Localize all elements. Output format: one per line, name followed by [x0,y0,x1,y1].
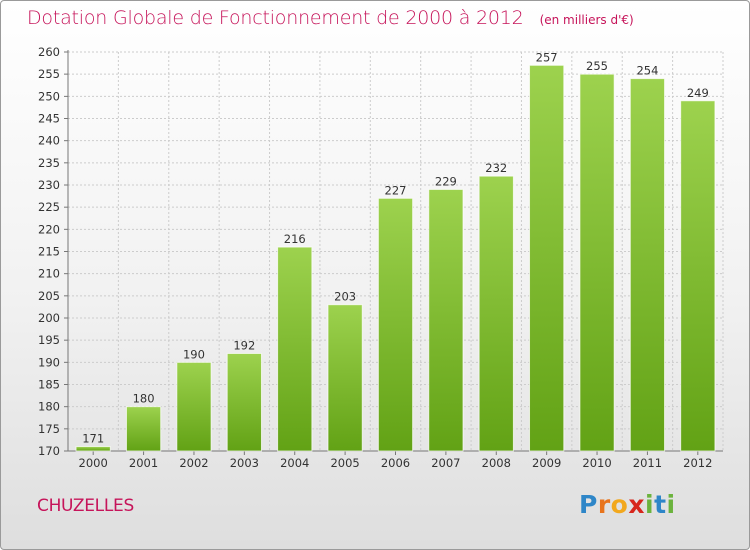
y-tick-label: 255 [38,67,60,81]
x-tick-label-2002: 2002 [179,456,208,470]
logo-letter: P [579,490,598,519]
bar-2002 [176,361,212,452]
bars-layer [75,64,716,452]
y-tick-label: 260 [38,45,60,59]
value-label-2011: 254 [636,64,658,78]
x-tick-label-2011: 2011 [633,456,662,470]
y-tick-label: 225 [38,200,60,214]
logo-letter: x [628,490,645,519]
x-tick-label-2006: 2006 [381,456,410,470]
value-label-2009: 257 [536,50,558,64]
y-tick-label: 215 [38,245,60,259]
bar-2012 [680,100,716,452]
value-label-2002: 190 [183,347,205,361]
y-tick-label: 220 [38,222,60,236]
x-tick-label-2003: 2003 [230,456,259,470]
y-tick-label: 245 [38,112,60,126]
x-tick-label-2004: 2004 [280,456,309,470]
value-label-2008: 232 [485,161,507,175]
x-tick-label-2008: 2008 [482,456,511,470]
y-tick-label: 180 [38,400,60,414]
value-label-2000: 171 [82,432,104,446]
y-tick-label: 250 [38,89,60,103]
title-row: Dotation Globale de Fonctionnement de 20… [27,7,634,29]
y-tick-label: 170 [38,444,60,458]
logo-letter: o [610,490,629,519]
logo-letter: i [645,490,655,519]
bar-2010 [579,73,615,452]
logo-letter: i [666,490,676,519]
y-tick-label: 195 [38,333,60,347]
value-label-2001: 180 [133,392,155,406]
x-tick-label-2000: 2000 [79,456,108,470]
value-label-2007: 229 [435,174,457,188]
value-label-2010: 255 [586,59,608,73]
bar-2007 [428,188,464,452]
y-tick-label: 205 [38,289,60,303]
value-label-2004: 216 [284,232,306,246]
bar-2000 [75,446,111,452]
chart-subtitle: (en milliers d'€) [539,13,634,27]
y-tick-label: 240 [38,134,60,148]
x-tick-label-2012: 2012 [683,456,712,470]
value-label-2005: 203 [334,290,356,304]
bar-2006 [377,197,414,452]
bar-2004 [277,246,313,452]
y-tick-label: 190 [38,355,60,369]
value-label-2003: 192 [233,338,255,352]
x-tick-label-2007: 2007 [431,456,460,470]
bar-2009 [529,64,565,452]
value-label-2012: 249 [687,86,709,100]
bar-2005 [327,304,363,452]
y-tick-label: 185 [38,378,60,392]
bar-2011 [629,78,666,452]
y-tick-label: 230 [38,178,60,192]
bar-2003 [226,352,262,452]
x-tick-label-2009: 2009 [532,456,561,470]
y-tick-label: 175 [38,422,60,436]
commune-name: CHUZELLES [37,496,134,516]
y-tick-label: 200 [38,311,60,325]
y-tick-label: 235 [38,156,60,170]
chart-title: Dotation Globale de Fonctionnement de 20… [27,7,524,29]
bar-2008 [478,175,514,452]
value-label-2006: 227 [385,183,407,197]
y-tick-label: 210 [38,267,60,281]
bar-2001 [125,406,162,452]
labels-layer: 171 180 190 192 216 203 227 229 232 257 255 254 249 [82,50,709,445]
proxiti-logo: Proxiti [579,490,676,520]
logo-letter: r [597,490,611,519]
x-tick-label-2010: 2010 [582,456,611,470]
logo-letter: t [654,490,667,519]
x-tick-label-2005: 2005 [330,456,359,470]
x-tick-label-2001: 2001 [129,456,158,470]
